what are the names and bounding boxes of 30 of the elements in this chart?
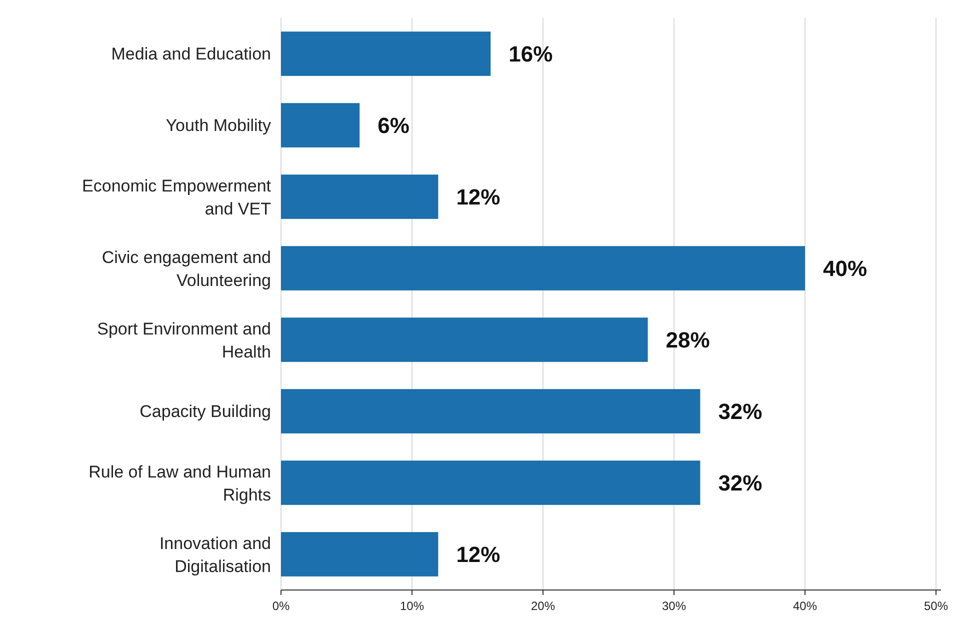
data-label: 12%: [456, 542, 500, 567]
y-tick-label: Rule of Law and Human Rights: [88, 462, 271, 505]
bar: [281, 318, 648, 362]
bar: [281, 32, 491, 76]
data-label: 12%: [456, 184, 500, 210]
x-tick-label: 20%: [530, 599, 556, 613]
bar: [281, 174, 438, 219]
y-tick-label: Innovation and Digitalisation: [159, 534, 271, 576]
bar: [281, 532, 438, 576]
data-label: 16%: [508, 41, 553, 66]
data-label: 40%: [823, 256, 868, 281]
bar: [281, 389, 700, 434]
data-label: 32%: [718, 398, 762, 424]
data-label: 28%: [666, 327, 710, 352]
data-label: 6%: [378, 112, 410, 138]
y-tick-label: Media and Education: [111, 44, 271, 64]
x-tick-label: 30%: [662, 599, 686, 613]
x-tick-label: 0%: [272, 599, 290, 613]
x-tick-label: 40%: [792, 599, 818, 613]
y-tick-label: Youth Mobility: [166, 116, 272, 136]
y-tick-label: Capacity Building: [140, 402, 271, 422]
bar: [281, 246, 805, 290]
x-tick-label: 10%: [400, 599, 424, 613]
bar: [281, 103, 360, 148]
data-label: 32%: [718, 470, 762, 496]
y-tick-label: Sport Environment and Health: [97, 320, 271, 362]
y-tick-label: Civic engagement and Volunteering: [102, 248, 271, 290]
y-tick-label: Economic Empowerment and VET: [82, 176, 272, 219]
bar: [281, 460, 700, 505]
x-tick-label: 50%: [924, 599, 948, 613]
